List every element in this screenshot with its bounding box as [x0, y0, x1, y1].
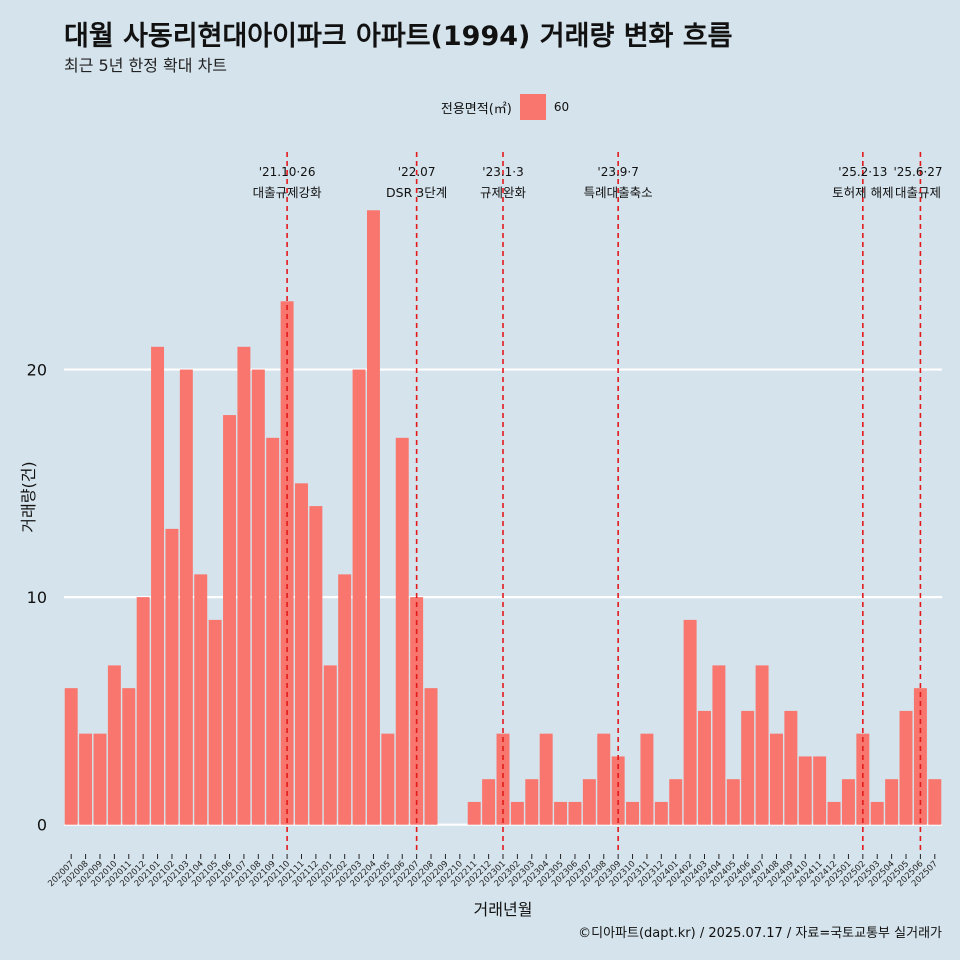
bar: [151, 346, 165, 825]
bar: [885, 779, 899, 825]
bar: [223, 415, 237, 825]
event-date: '23.9·7: [597, 165, 638, 179]
bar: [611, 756, 625, 825]
bar: [654, 801, 668, 825]
bar: [338, 574, 352, 825]
bar: [683, 619, 697, 825]
bar: [93, 733, 107, 825]
bar: [554, 801, 568, 825]
bar: [841, 779, 855, 825]
event-label: 토허제 해제: [832, 185, 893, 200]
bar: [208, 619, 222, 825]
y-axis-title: 거래량(건): [19, 461, 38, 532]
bar: [179, 369, 193, 825]
bar: [769, 733, 783, 825]
bar: [827, 801, 841, 825]
bar: [424, 688, 438, 825]
bar: [395, 437, 409, 825]
bar: [856, 733, 870, 825]
bar: [237, 346, 251, 825]
event-label: 규제완화: [480, 185, 527, 200]
bar: [251, 369, 265, 825]
bar: [136, 597, 150, 825]
y-tick-label: 0: [37, 816, 47, 835]
legend-label: 60: [553, 100, 570, 114]
chart-title: 대월 사동리현대아이파크 아파트(1994) 거래량 변화 흐름: [64, 21, 733, 52]
x-axis-title: 거래년월: [474, 900, 533, 919]
legend-title: 전용면적(㎡): [440, 101, 512, 117]
bar: [626, 801, 640, 825]
bar: [79, 733, 93, 825]
bar: [726, 779, 740, 825]
bar: [568, 801, 582, 825]
bar: [928, 779, 942, 825]
bar: [295, 483, 308, 825]
bar: [496, 733, 510, 825]
bar: [366, 210, 380, 825]
bar: [352, 369, 366, 825]
bar: [525, 779, 539, 825]
event-date: '22.07: [398, 165, 436, 179]
bar: [798, 756, 812, 825]
legend: 전용면적(㎡) 60: [0, 94, 960, 120]
legend-key: [519, 94, 546, 120]
bar: [510, 801, 524, 825]
event-date: '25.2·13: [838, 165, 887, 179]
bar: [582, 779, 596, 825]
caption: ©디아파트(dapt.kr) / 2025.07.17 / 자료=국토교통부 실…: [578, 926, 942, 941]
bar: [539, 733, 553, 825]
bar: [741, 710, 755, 825]
y-tick-label: 20: [27, 361, 47, 380]
bar: [309, 506, 323, 825]
bar: [165, 528, 179, 825]
bar: [381, 733, 395, 825]
event-date: '23.1·3: [482, 165, 523, 179]
event-date: '21.10·26: [259, 165, 316, 179]
bar: [640, 733, 654, 825]
chart-subtitle: 최근 5년 한정 확대 차트: [64, 56, 228, 75]
bar: [107, 665, 121, 825]
bar: [755, 665, 769, 825]
bar: [122, 688, 136, 825]
bar: [266, 437, 280, 825]
bar: [712, 665, 726, 825]
bar: [194, 574, 208, 825]
bar: [784, 710, 798, 825]
event-date: '25.6·27: [893, 165, 942, 179]
bar: [669, 779, 683, 825]
bar: [899, 710, 913, 825]
event-label: 대출규제강화: [253, 185, 323, 200]
bar: [467, 801, 481, 825]
bar: [64, 688, 78, 825]
bar: [870, 801, 884, 825]
bar: [482, 779, 496, 825]
bar: [698, 710, 711, 825]
y-tick-label: 10: [27, 588, 47, 607]
bar: [597, 733, 611, 825]
event-label: 특례대출축소: [584, 185, 653, 200]
bar: [813, 756, 827, 825]
bar: [323, 665, 337, 825]
event-label: DSR 3단계: [386, 185, 447, 200]
bar: [280, 301, 294, 825]
event-label: 대출규제: [895, 185, 941, 200]
